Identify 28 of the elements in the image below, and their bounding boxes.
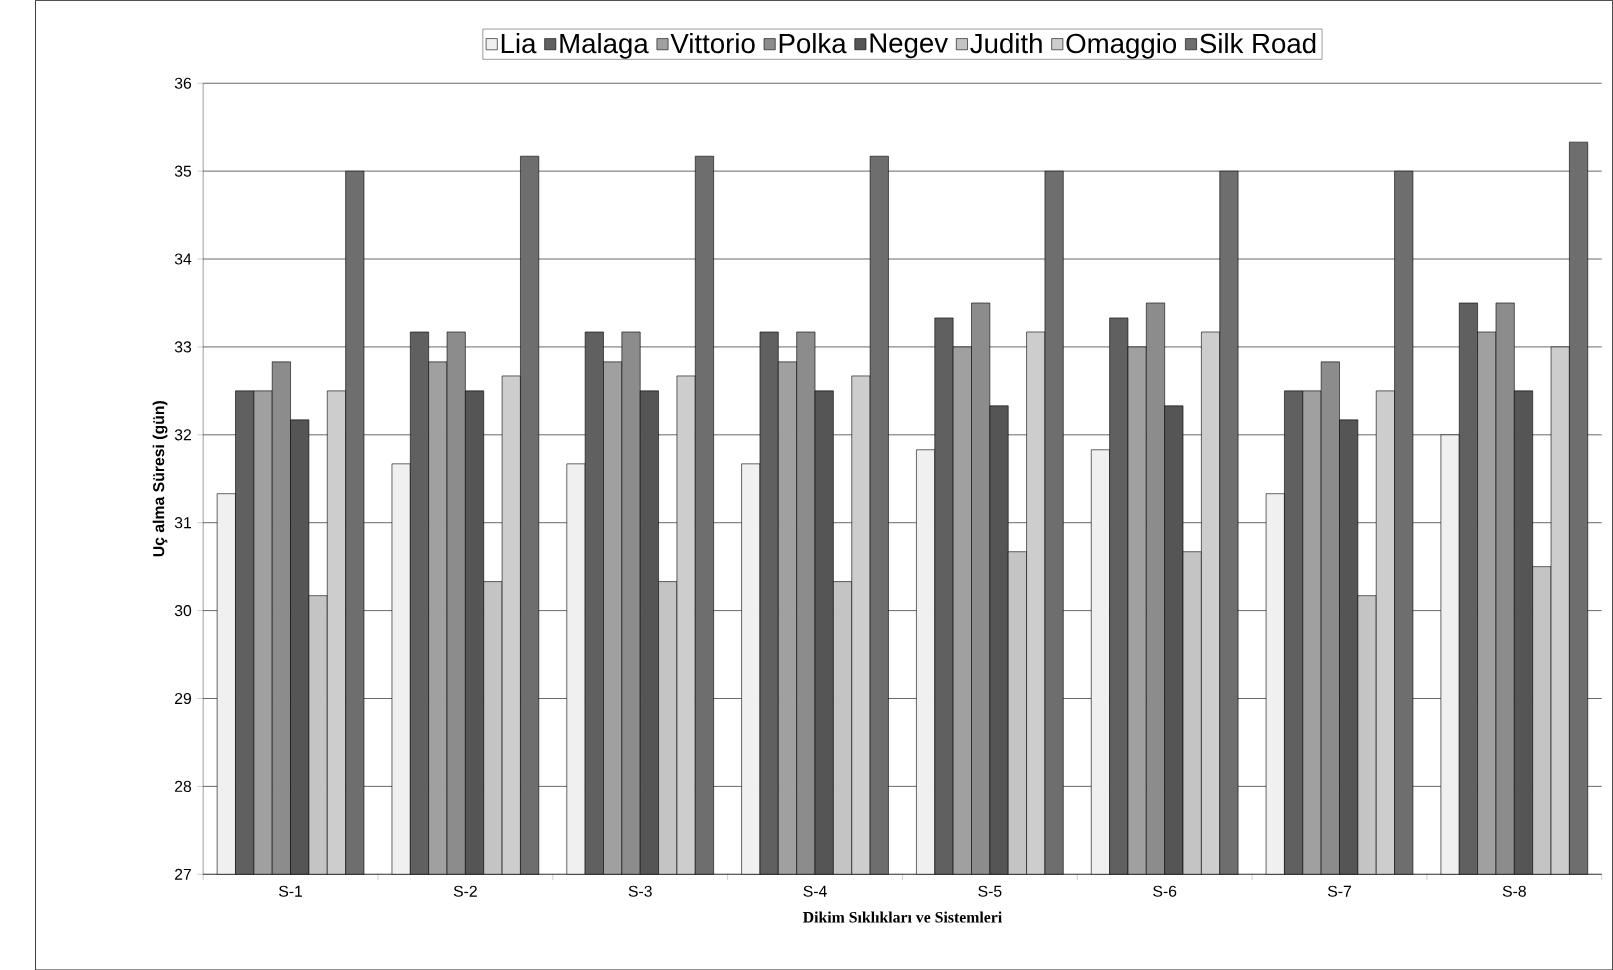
- y-tick-label: 29: [175, 692, 192, 704]
- legend-label: Malaga: [560, 32, 649, 59]
- x-tick-label: S-3: [628, 885, 652, 897]
- x-tick-label: S-5: [978, 885, 1002, 897]
- x-tick-label: S-7: [1327, 885, 1351, 897]
- legend-label: Lia: [501, 32, 537, 54]
- x-tick-label: S-8: [1502, 885, 1526, 897]
- y-tick-label: 36: [174, 77, 192, 89]
- y-tick-label: 35: [174, 165, 192, 177]
- legend-label: Omaggio: [1066, 32, 1177, 59]
- x-axis-title: Dikim Sıklıkları ve Sistemleri: [803, 911, 1002, 923]
- y-tick-label: 27: [175, 868, 191, 880]
- legend-label: Vittorio: [670, 32, 755, 54]
- x-tick-label: S-6: [1153, 885, 1177, 897]
- x-tick-label: S-4: [803, 885, 827, 897]
- y-tick-label: 30: [174, 604, 192, 617]
- y-axis-title: Uç alma Süresi (gün): [152, 400, 168, 557]
- y-tick-label: 34: [174, 253, 192, 265]
- legend-label: Silk Road: [1200, 32, 1316, 54]
- legend-label: Negev: [870, 33, 948, 59]
- y-tick-label: 31: [174, 516, 191, 529]
- legend-label: Polka: [779, 32, 847, 54]
- y-tick-label: 28: [175, 780, 192, 792]
- x-tick-label: S-2: [453, 885, 477, 897]
- legend-label: Judith: [970, 32, 1042, 54]
- y-tick-label: 33: [174, 341, 192, 353]
- x-tick-label: S-1: [278, 885, 303, 897]
- y-tick-label: 32: [174, 429, 191, 441]
